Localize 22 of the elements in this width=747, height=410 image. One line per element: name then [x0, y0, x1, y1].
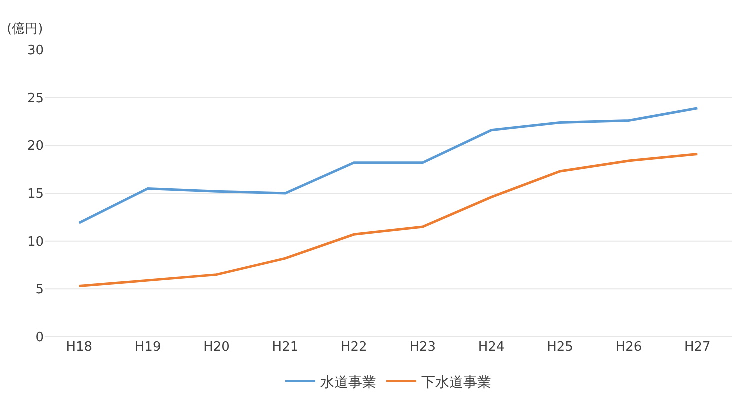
x-tick-label: H18	[66, 340, 93, 355]
x-tick-label: H25	[547, 340, 574, 355]
legend-label: 下水道事業	[422, 374, 492, 391]
line-series	[78, 153, 699, 288]
x-tick-label: H22	[340, 340, 368, 355]
y-tick-label: 20	[27, 139, 44, 154]
y-tick-label: 0	[36, 330, 44, 346]
y-tick-label: 30	[27, 44, 44, 59]
y-tick-label: 5	[36, 282, 44, 298]
x-tick-label: H26	[616, 340, 642, 355]
y-tick-label: 15	[27, 187, 44, 202]
legend-label: 水道事業	[320, 374, 376, 391]
y-tick-label: 25	[27, 91, 44, 106]
x-tick-label: H20	[204, 340, 230, 355]
x-tick-label: H27	[684, 340, 711, 355]
x-tick-label: H19	[134, 340, 162, 355]
y-axis-title: (億円)	[7, 22, 44, 37]
y-tick-label: 10	[27, 234, 44, 250]
line-series	[78, 107, 699, 224]
x-tick-label: H23	[410, 340, 436, 355]
x-tick-label: H24	[478, 340, 505, 355]
x-tick-label: H21	[272, 340, 299, 355]
